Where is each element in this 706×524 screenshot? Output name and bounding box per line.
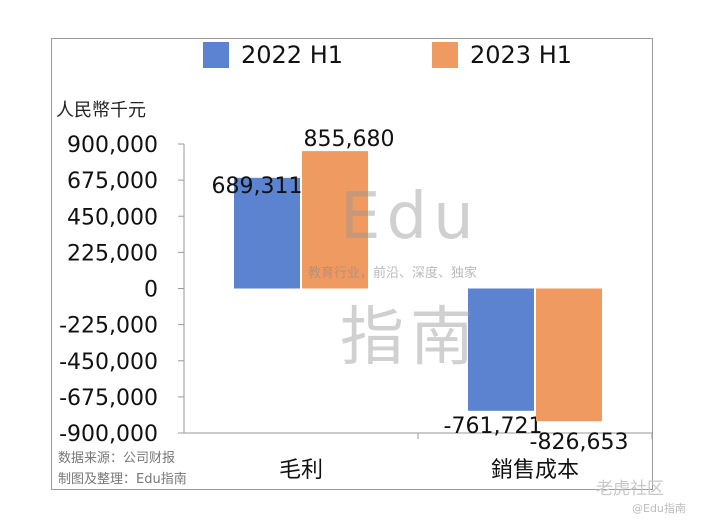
watermark-tagline: 教育行业，前沿、深度、独家	[308, 266, 478, 281]
watermark-site: 老虎社区	[596, 479, 664, 499]
y-tick-label: 0	[144, 278, 158, 303]
data-label: 855,680	[304, 127, 395, 152]
legend-item-2023: 2023 H1	[432, 40, 572, 70]
y-tick-label: -675,000	[59, 386, 158, 411]
watermark-brand: Edu	[340, 180, 480, 254]
y-axis-unit-label: 人民幣千元	[56, 100, 146, 121]
bar	[302, 151, 368, 289]
watermark-brand-cn: 指南	[340, 301, 480, 375]
data-label: -761,721	[444, 414, 543, 439]
x-category-label: 銷售成本	[491, 458, 579, 483]
chart-frame	[51, 38, 653, 490]
legend-label-2022: 2022 H1	[241, 41, 344, 69]
y-tick-label: -900,000	[59, 422, 158, 447]
legend-item-2022: 2022 H1	[203, 40, 343, 70]
watermark-handle: @Edu指南	[632, 502, 686, 515]
y-tick-label: 225,000	[67, 241, 158, 266]
y-tick-label: -450,000	[59, 350, 158, 375]
data-label: 689,311	[212, 174, 303, 199]
legend-swatch-2023	[432, 42, 458, 68]
y-tick-label: 450,000	[67, 205, 158, 230]
x-category-label: 毛利	[279, 458, 323, 483]
source-note: 数据来源：公司财报	[58, 451, 176, 466]
y-tick-label: 900,000	[67, 133, 158, 158]
y-tick-label: -225,000	[59, 314, 158, 339]
bar	[234, 177, 300, 289]
bar	[536, 288, 602, 422]
legend-label-2023: 2023 H1	[470, 41, 573, 69]
compiled-note: 制图及整理：Edu指南	[58, 472, 187, 487]
y-tick-label: 675,000	[67, 169, 158, 194]
data-label: -826,653	[530, 430, 629, 455]
bar	[468, 288, 534, 411]
legend-swatch-2022	[203, 42, 229, 68]
